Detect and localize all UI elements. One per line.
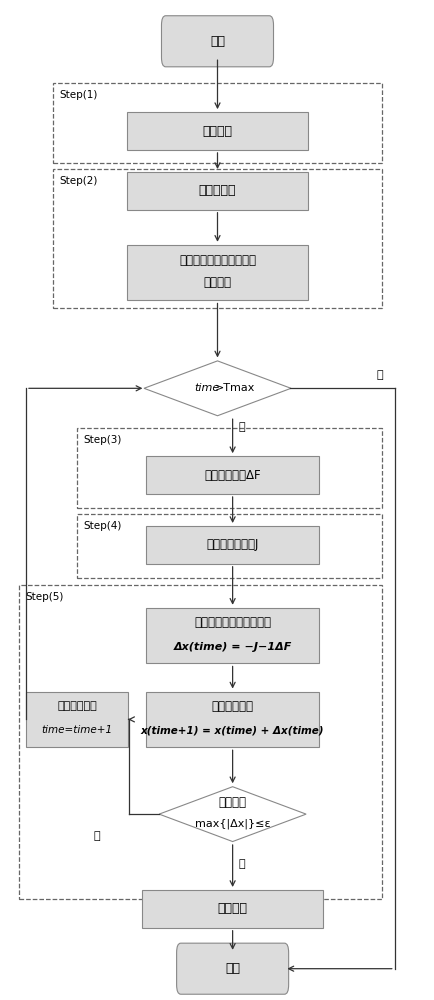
- Text: 参数初始化: 参数初始化: [198, 184, 236, 197]
- Text: Step(4): Step(4): [83, 521, 122, 531]
- Text: 更新状态变量: 更新状态变量: [211, 700, 253, 713]
- Text: x(time+1) = x(time) + Δx(time): x(time+1) = x(time) + Δx(time): [141, 725, 324, 735]
- FancyBboxPatch shape: [126, 112, 308, 150]
- Text: Δx(time) = −J−1ΔF: Δx(time) = −J−1ΔF: [173, 642, 291, 652]
- Text: 否: 否: [238, 422, 244, 432]
- FancyBboxPatch shape: [126, 245, 308, 300]
- Text: time=time+1: time=time+1: [41, 725, 112, 735]
- FancyBboxPatch shape: [146, 456, 318, 494]
- Text: 结束: 结束: [225, 962, 240, 975]
- Text: 更新迭代次数: 更新迭代次数: [57, 701, 97, 711]
- FancyBboxPatch shape: [161, 16, 273, 67]
- Text: 收敛判据: 收敛判据: [218, 796, 246, 809]
- Text: >Tmax: >Tmax: [214, 383, 254, 393]
- FancyBboxPatch shape: [126, 172, 308, 210]
- Text: Step(1): Step(1): [59, 90, 98, 100]
- Text: 计算雅克比矩阵J: 计算雅克比矩阵J: [206, 538, 258, 551]
- Text: Step(5): Step(5): [25, 592, 63, 602]
- Text: Step(2): Step(2): [59, 176, 98, 186]
- Text: 输出结果: 输出结果: [217, 902, 247, 915]
- Text: 阵常数项: 阵常数项: [203, 276, 231, 289]
- Text: 形成导纳矩阵和雅克比矩: 形成导纳矩阵和雅克比矩: [178, 254, 256, 267]
- Polygon shape: [144, 361, 290, 416]
- Text: Step(3): Step(3): [83, 435, 122, 445]
- Text: time: time: [194, 383, 219, 393]
- FancyBboxPatch shape: [141, 890, 322, 928]
- Polygon shape: [159, 787, 306, 842]
- FancyBboxPatch shape: [176, 943, 288, 994]
- Text: 计算不平衡量ΔF: 计算不平衡量ΔF: [204, 469, 260, 482]
- Text: 开始: 开始: [210, 35, 224, 48]
- FancyBboxPatch shape: [26, 692, 128, 747]
- Text: 输入数据: 输入数据: [202, 125, 232, 138]
- Text: max{|Δx|}≤ε: max{|Δx|}≤ε: [194, 819, 270, 829]
- FancyBboxPatch shape: [146, 608, 318, 663]
- Text: 是: 是: [375, 370, 382, 380]
- Text: 解修正方程，计算修正量: 解修正方程，计算修正量: [194, 616, 270, 629]
- FancyBboxPatch shape: [146, 692, 318, 747]
- Text: 是: 是: [238, 859, 244, 869]
- Text: 否: 否: [93, 831, 99, 841]
- FancyBboxPatch shape: [146, 526, 318, 564]
